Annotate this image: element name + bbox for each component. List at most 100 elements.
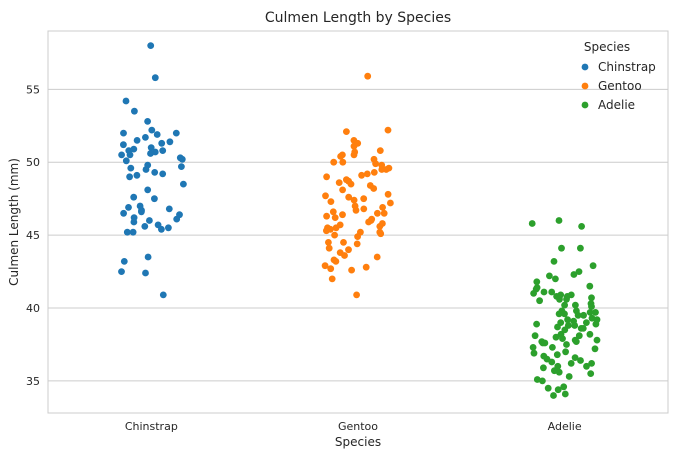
- data-point: [592, 309, 599, 316]
- data-point: [352, 206, 360, 214]
- data-point: [380, 209, 388, 217]
- data-point: [552, 275, 559, 283]
- data-point: [331, 231, 338, 239]
- legend-label: Adelie: [598, 98, 635, 112]
- data-point: [374, 209, 381, 217]
- data-point: [126, 151, 134, 159]
- y-axis-label: Culmen Length (mm): [7, 158, 21, 286]
- data-point: [530, 290, 537, 297]
- data-point: [536, 297, 543, 305]
- x-tick-label: Chinstrap: [125, 420, 178, 433]
- data-point: [122, 157, 130, 165]
- data-point: [528, 220, 536, 227]
- data-point: [564, 316, 571, 324]
- data-point: [370, 169, 378, 176]
- data-point: [130, 193, 138, 201]
- data-point: [120, 209, 127, 217]
- data-point: [586, 282, 594, 290]
- data-point: [540, 288, 548, 296]
- data-point: [372, 160, 379, 168]
- data-point: [363, 170, 371, 178]
- legend-title: Species: [584, 40, 630, 54]
- data-point: [178, 163, 185, 171]
- data-point: [151, 169, 159, 176]
- x-axis-ticks: Chinstrap Gentoo Adelie: [125, 420, 582, 433]
- y-tick-label: 40: [26, 302, 40, 315]
- data-point: [340, 239, 347, 246]
- data-point: [378, 166, 386, 173]
- data-point: [325, 239, 332, 246]
- data-point: [350, 151, 358, 159]
- data-point: [552, 333, 560, 341]
- data-point: [365, 218, 372, 226]
- data-point: [565, 373, 573, 380]
- data-point: [533, 376, 541, 383]
- data-point: [120, 141, 127, 149]
- data-point: [165, 205, 173, 213]
- data-point: [540, 364, 547, 372]
- data-point: [133, 171, 141, 179]
- data-point: [146, 217, 153, 224]
- x-tick-label: Gentoo: [338, 420, 378, 433]
- data-point: [329, 208, 337, 216]
- data-point: [579, 325, 587, 332]
- x-axis-label: Species: [335, 435, 381, 449]
- data-point: [384, 190, 392, 198]
- data-point: [118, 268, 125, 275]
- data-point: [572, 301, 579, 309]
- data-point: [387, 199, 394, 207]
- data-point: [148, 126, 156, 134]
- data-point: [341, 252, 348, 259]
- data-point: [339, 211, 346, 219]
- data-point: [153, 131, 161, 138]
- data-point: [173, 215, 181, 223]
- data-point: [327, 265, 335, 273]
- y-tick-label: 45: [26, 229, 40, 242]
- data-point: [123, 228, 131, 236]
- legend-marker: [581, 63, 589, 71]
- data-point: [561, 310, 568, 318]
- data-point: [588, 294, 595, 302]
- data-point: [583, 319, 590, 326]
- data-point: [529, 344, 537, 351]
- y-tick-label: 55: [26, 83, 40, 96]
- data-point: [572, 338, 580, 345]
- data-point: [347, 180, 355, 188]
- y-axis-ticks: 35 40 45 50 55: [26, 83, 40, 388]
- data-point: [561, 301, 568, 309]
- data-point: [127, 164, 135, 172]
- data-point: [141, 223, 149, 230]
- data-point: [587, 370, 595, 377]
- data-point: [555, 217, 563, 224]
- data-point: [325, 244, 333, 252]
- data-point: [549, 344, 556, 351]
- legend: Species Chinstrap Gentoo Adelie: [581, 40, 656, 112]
- data-point: [370, 185, 378, 192]
- data-point: [560, 383, 568, 391]
- data-point: [586, 309, 594, 316]
- data-point: [588, 303, 595, 310]
- data-point: [142, 166, 150, 173]
- data-point: [323, 173, 330, 181]
- data-point: [166, 138, 174, 146]
- data-point: [133, 137, 141, 144]
- data-point: [147, 144, 155, 152]
- data-point: [339, 186, 346, 194]
- data-point: [343, 128, 350, 136]
- legend-marker: [581, 82, 589, 90]
- data-point: [577, 357, 584, 364]
- data-point: [122, 97, 130, 105]
- data-point: [574, 311, 582, 319]
- data-point: [533, 278, 541, 286]
- data-point: [327, 198, 335, 206]
- data-point: [358, 171, 365, 179]
- data-point: [364, 72, 372, 80]
- data-point: [339, 158, 347, 166]
- data-point: [144, 118, 152, 125]
- data-point: [151, 74, 159, 82]
- data-point: [147, 150, 154, 157]
- data-point: [583, 362, 590, 370]
- data-point: [554, 386, 562, 394]
- data-point: [147, 42, 155, 49]
- data-point: [131, 107, 138, 115]
